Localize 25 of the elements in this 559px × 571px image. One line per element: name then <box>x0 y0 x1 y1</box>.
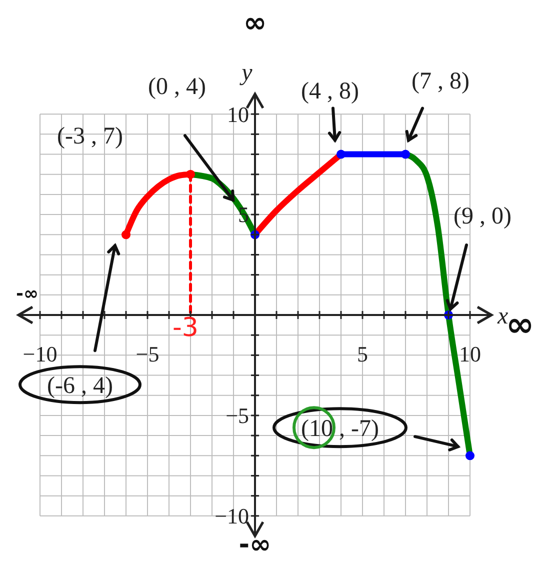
annotation: (-3 , 7) <box>57 123 123 150</box>
y-axis-title: y <box>240 60 253 86</box>
y-tick-label: −5 <box>226 403 249 428</box>
text: ∞ <box>243 6 267 39</box>
annotation: -3 <box>172 313 198 344</box>
x-tick-label: −5 <box>136 342 160 367</box>
annotation: (7 , 8) <box>412 68 470 95</box>
point <box>465 451 475 460</box>
x-tick-label: 10 <box>459 342 481 367</box>
annotation: -∞ <box>16 283 38 304</box>
point <box>186 170 196 179</box>
y-tick-label: 10 <box>227 102 249 127</box>
annotation: (0 , 4) <box>148 74 206 100</box>
annotation: (-6 , 4) <box>47 373 113 399</box>
x-tick-label: −10 <box>22 342 58 367</box>
annotation: (10 , -7) <box>301 416 379 442</box>
point <box>336 150 346 159</box>
point <box>121 230 131 240</box>
x-axis-title: x <box>496 303 508 330</box>
y-tick-label: −10 <box>214 504 249 529</box>
annotation: (4 , 8) <box>301 78 359 105</box>
annotation: -∞ <box>238 530 272 560</box>
annotation: (9 , 0) <box>454 203 512 230</box>
x-tick-label: 5 <box>357 342 368 367</box>
point <box>400 150 410 159</box>
